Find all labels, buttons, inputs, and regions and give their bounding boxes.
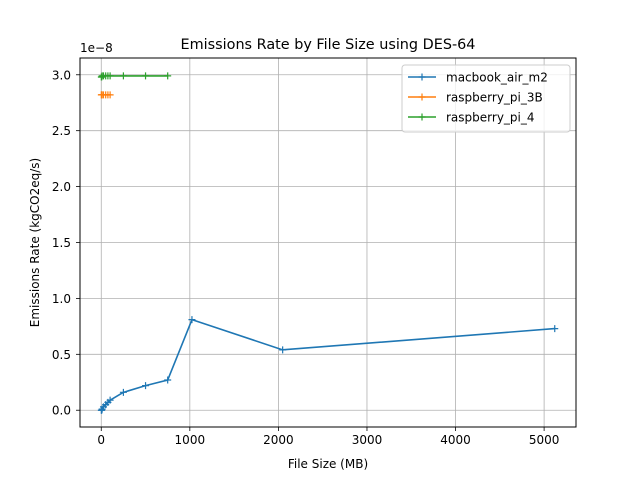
legend-marker [418,73,426,81]
data-point [142,72,150,80]
y-tick-label: 3.0 [52,68,71,82]
legend-label: macbook_air_m2 [446,71,548,85]
y-axis-label: Emissions Rate (kgCO2eq/s) [28,158,42,327]
series-macbook_air_m2 [97,316,559,414]
x-tick-label: 1000 [175,433,206,447]
y-scale-offset: 1e−8 [80,41,113,55]
y-tick-label: 1.0 [52,292,71,306]
series-layer [97,72,559,414]
x-tick-label: 4000 [440,433,471,447]
data-point [188,316,196,324]
y-tick-label: 2.5 [52,124,71,138]
legend-marker [418,113,426,121]
legend-item: macbook_air_m2 [408,71,548,85]
data-point [119,388,127,396]
legend: macbook_air_m2 raspberry_pi_3B raspberry_p… [401,64,571,133]
chart-title: Emissions Rate by File Size using DES-64 [181,37,476,53]
x-tick-label: 0 [97,433,105,447]
x-tick-label: 2000 [263,433,294,447]
x-tick-label: 3000 [352,433,383,447]
data-point [106,72,114,80]
legend-label: raspberry_pi_4 [446,111,535,125]
grid [80,58,576,427]
legend-item: raspberry_pi_4 [408,111,535,125]
y-tick-label: 0.0 [52,404,71,418]
legend-item: raspberry_pi_3B [408,91,543,105]
y-axis: 0.0 0.5 1.0 1.5 2.0 2.5 3.0 [52,68,80,418]
data-point [551,325,559,333]
data-point [164,72,172,80]
data-point [279,346,287,354]
legend-marker [418,93,426,101]
y-tick-label: 2.0 [52,180,71,194]
y-tick-label: 1.5 [52,236,71,250]
x-tick-label: 5000 [529,433,560,447]
series-raspberry_pi_4 [97,72,172,81]
data-point [106,396,114,404]
data-point [106,91,114,99]
data-point [164,376,172,384]
legend-label: raspberry_pi_3B [446,91,543,105]
data-point [142,382,150,390]
series-raspberry_pi_3B [97,91,114,99]
x-axis-label: File Size (MB) [288,457,368,471]
y-tick-label: 0.5 [52,348,71,362]
x-axis: 0 1000 2000 3000 4000 5000 [97,427,559,447]
data-point [119,72,127,80]
legend-box [401,64,571,133]
